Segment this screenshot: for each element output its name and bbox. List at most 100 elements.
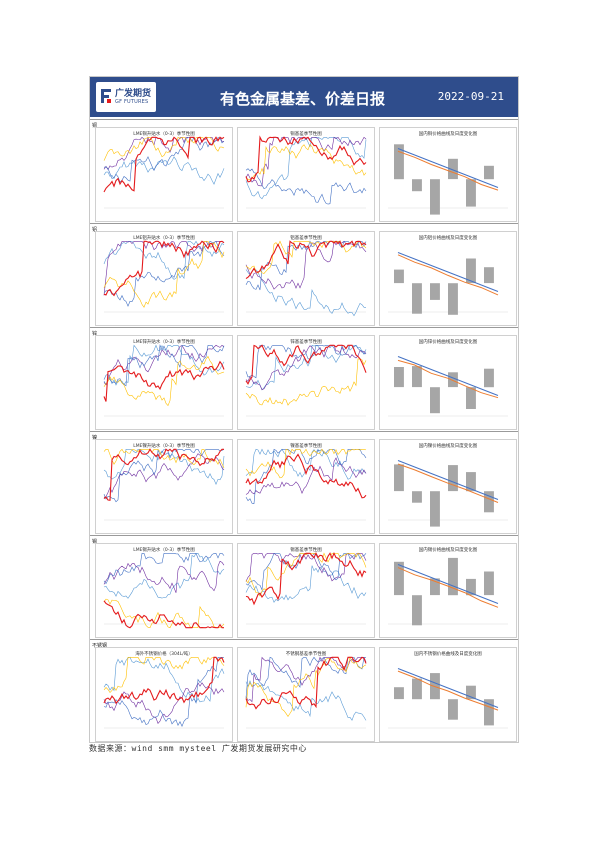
change-bar (466, 472, 476, 492)
series-line (103, 240, 225, 297)
chart-plot (245, 656, 367, 729)
gf-logo-icon (101, 89, 111, 103)
chart-plot (103, 136, 225, 209)
section-label: 锡 (92, 539, 98, 545)
chart-panel: LME锌升贴水（0-3）季节性图 (95, 335, 233, 430)
change-bar (394, 687, 404, 700)
chart-title: 锌基差季节性图 (290, 340, 322, 345)
price-curve-line (397, 359, 499, 399)
change-bar (394, 464, 404, 492)
series-line (103, 552, 225, 585)
series-line (103, 682, 225, 724)
change-bar (430, 283, 440, 300)
change-bar (430, 578, 440, 596)
series-line (245, 656, 367, 717)
change-bar (430, 387, 440, 414)
series-line (103, 552, 225, 599)
change-bar (412, 595, 422, 626)
data-source-note: 数据来源：wind smm mysteel 广发期货发展研究中心 (89, 744, 307, 753)
price-curve-line (397, 356, 499, 396)
series-line (103, 656, 225, 693)
series-line (245, 136, 367, 187)
series-line (245, 344, 367, 391)
series-line (245, 680, 367, 721)
page-title: 有色金属基差、价差日报 (220, 90, 386, 108)
chart-title: 海外不锈钢价格（304L/吨） (135, 652, 193, 657)
series-line (103, 560, 225, 593)
series-line (245, 269, 366, 317)
report-header: 广发期货 GF FUTURES 有色金属基差、价差日报 2022-09-21 (90, 77, 518, 117)
series-line (103, 344, 225, 387)
change-bar (448, 283, 458, 315)
change-bar (484, 368, 494, 388)
chart-title: 锡基差季节性图 (290, 548, 322, 553)
metal-section: 镍 LME镍升贴水（0-3）季节性图 镍基差季节性图 国内镍价格曲线及日度变化图 (90, 431, 518, 534)
price-curve-line (397, 148, 499, 188)
series-line (103, 453, 225, 498)
section-label: 锌 (92, 331, 98, 337)
chart-panel: 国内镍价格曲线及日度变化图 (379, 439, 517, 534)
section-label: 铝 (92, 227, 98, 233)
section-label: 铜 (92, 123, 98, 129)
change-bar (448, 158, 458, 180)
price-curve-line (397, 564, 499, 604)
chart-plot (245, 135, 367, 209)
series-line (103, 448, 225, 469)
series-line (103, 136, 225, 161)
report-date: 2022-09-21 (437, 90, 504, 103)
series-line (245, 240, 367, 290)
logo-en-text: GF FUTURES (115, 99, 149, 105)
change-bar (448, 557, 458, 596)
change-bar (430, 491, 440, 527)
chart-title: 国内铜价格曲线及日度变化图 (418, 132, 478, 137)
change-bar (466, 685, 476, 700)
metal-section: 铝 LME铝升贴水（0-3）季节性图 铝基差季节性图 国内铝价格曲线及日度变化图 (90, 223, 518, 326)
chart-title: 铜基差季节性图 (290, 132, 322, 137)
series-line (103, 657, 224, 727)
series-line (245, 135, 367, 183)
series-line (245, 143, 367, 181)
series-line (245, 344, 367, 385)
price-curve-line (397, 668, 499, 708)
chart-panel: LME铜升贴水（0-3）季节性图 (95, 127, 233, 222)
series-line (103, 449, 225, 485)
logo-cn-text: 广发期货 (115, 89, 152, 99)
chart-panel: 锌基差季节性图 (237, 335, 375, 430)
metal-section: 铜 LME铜升贴水（0-3）季节性图 铜基差季节性图 国内铜价格曲线及日度变化图 (90, 119, 518, 222)
chart-plot (103, 344, 225, 417)
change-bar (484, 699, 494, 726)
series-line (245, 565, 367, 603)
chart-plot (103, 656, 225, 729)
chart-plot (103, 448, 225, 521)
series-line (245, 552, 367, 582)
chart-plot (245, 551, 367, 625)
change-bar (448, 465, 458, 492)
metal-section: 不锈钢 海外不锈钢价格（304L/吨） 不锈钢基差季节性图 国内不锈钢价格曲线及日度变… (90, 639, 518, 742)
section-label: 镍 (92, 435, 98, 441)
section-label: 不锈钢 (92, 643, 108, 649)
change-bar (484, 571, 494, 596)
series-line (245, 453, 367, 499)
series-line (103, 240, 225, 307)
chart-panel: 锡基差季节性图 (237, 543, 375, 638)
change-bar (394, 144, 404, 180)
chart-panel: LME锡升贴水（0-3）季节性图 (95, 543, 233, 638)
chart-title: 国内锡价格曲线及日度变化图 (418, 548, 478, 553)
series-line (245, 457, 367, 495)
series-line (245, 448, 367, 479)
change-bar (394, 367, 404, 388)
series-line (103, 656, 225, 704)
chart-plot (245, 240, 367, 317)
chart-title: LME铝升贴水（0-3）季节性图 (133, 236, 195, 241)
chart-panel: 不锈钢基差季节性图 (237, 647, 375, 742)
chart-plot (245, 448, 367, 521)
chart-title: 不锈钢基差季节性图 (285, 652, 327, 657)
series-line (103, 240, 225, 296)
series-line (103, 656, 225, 705)
series-line (103, 355, 225, 407)
series-line (103, 344, 225, 386)
price-curve-line (397, 670, 499, 711)
series-line (245, 656, 367, 710)
chart-title: LME锡升贴水（0-3）季节性图 (133, 548, 195, 553)
change-bar (412, 179, 422, 192)
